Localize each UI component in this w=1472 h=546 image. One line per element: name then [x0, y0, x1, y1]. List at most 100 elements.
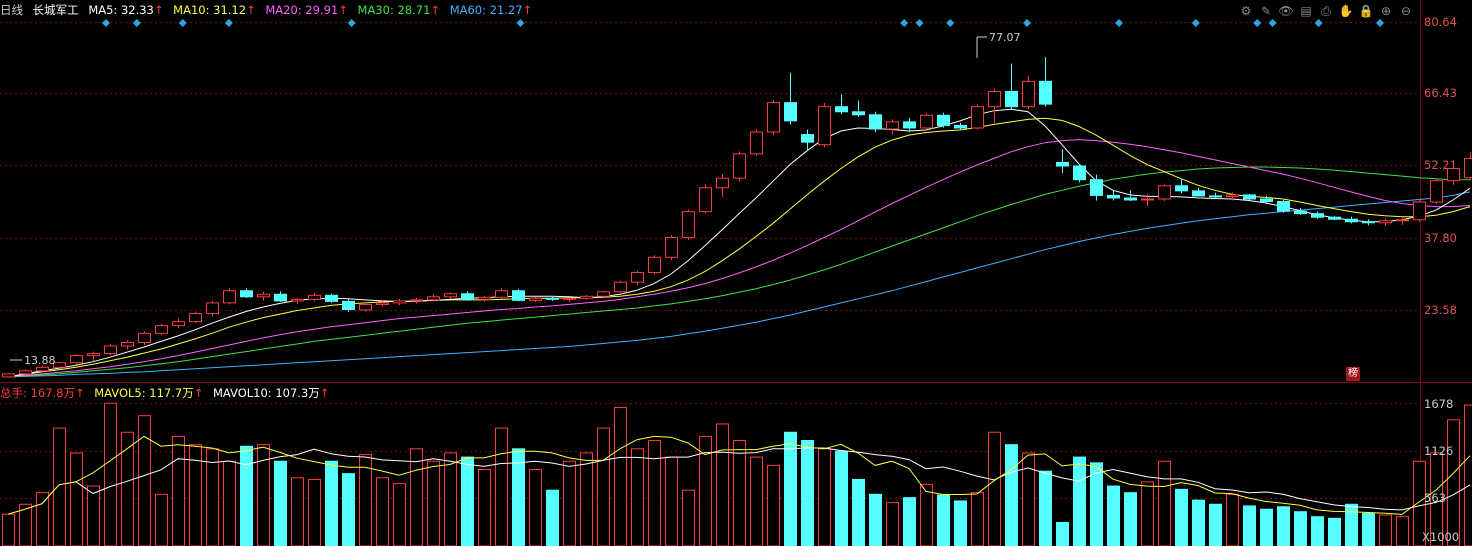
candle-body: [563, 297, 576, 300]
volume-bar: [1073, 456, 1086, 546]
candle-body: [1141, 198, 1154, 201]
ma30-line: [7, 166, 1470, 378]
mavol10-arrow: ↑: [319, 386, 330, 400]
volume-bar: [801, 440, 814, 546]
candle-body: [325, 294, 338, 302]
volume-bar: [206, 448, 219, 546]
volume-bar: [461, 456, 474, 546]
mavol5-arrow: ↑: [193, 386, 204, 400]
copy-icon[interactable]: ▤: [1300, 4, 1312, 18]
candle-body: [818, 106, 831, 146]
volume-bar: [1243, 505, 1256, 546]
candle-body: [291, 298, 304, 302]
volume-bar: [546, 489, 559, 546]
ranking-badge[interactable]: 榜: [1346, 367, 1360, 381]
volume-bar: [733, 440, 746, 546]
candle-body: [1328, 216, 1341, 220]
print-icon[interactable]: ⎙: [1321, 4, 1331, 18]
candle-body: [529, 297, 542, 301]
hand-icon[interactable]: ✋: [1338, 4, 1354, 18]
candle-body: [308, 294, 321, 300]
candle-body: [852, 111, 865, 116]
candle-body: [1277, 200, 1290, 212]
signal-diamond-icon: [1376, 19, 1384, 27]
candle-body: [189, 313, 202, 323]
volume-average-lines: [7, 435, 1471, 515]
candle-body: [1192, 190, 1205, 197]
volume-bar: [444, 452, 457, 546]
volume-bar: [818, 448, 831, 546]
volume-bar: [393, 483, 406, 546]
ma10-value: MA10: 31.12: [173, 3, 247, 17]
volume-bar: [410, 448, 423, 546]
volume-bar: [155, 493, 168, 546]
volume-bar: [750, 456, 763, 546]
volume-bar: [342, 473, 355, 546]
candle-body: [1260, 198, 1273, 202]
volume-axis-tick: 1678: [1424, 397, 1454, 411]
candle-body: [1379, 220, 1392, 224]
candle-body: [1413, 201, 1426, 221]
candle-body: [359, 303, 372, 311]
volume-indicator-header: 总手: 167.8万↑ MAVOL5: 117.7万↑ MAVOL10: 107…: [0, 385, 335, 401]
volume-bar: [1260, 508, 1273, 546]
ma30-value: MA30: 28.71: [357, 3, 431, 17]
volume-bar: [1141, 481, 1154, 546]
candle-body: [1005, 90, 1018, 108]
signal-diamond-icon: [1314, 19, 1323, 27]
period-label[interactable]: 日线: [0, 3, 23, 17]
candle-body: [1107, 194, 1120, 199]
signal-diamond-icon: [1115, 19, 1124, 27]
candle-body: [716, 177, 729, 189]
chart-toolbar: ⚙ ✎ 👁 ▤ ⎙ ✋ 🔒 ⊕ ⊖: [1238, 3, 1414, 19]
candle-body: [19, 370, 32, 375]
volume-bar: [954, 500, 967, 546]
candle-body: [733, 153, 746, 179]
ma60-value: MA60: 21.27: [449, 3, 523, 17]
candle-body: [257, 293, 270, 298]
total-volume-value: 总手: 167.8万: [0, 386, 75, 400]
ma20-value: MA20: 29.91: [265, 3, 339, 17]
zoom-in-icon[interactable]: ⊕: [1380, 4, 1392, 18]
ma20-arrow: ↑: [338, 3, 348, 17]
volume-bar: [1107, 485, 1120, 546]
candle-body: [648, 256, 661, 273]
candle-body: [172, 321, 185, 327]
candle-body: [1396, 219, 1409, 222]
candle-body: [53, 362, 66, 368]
volume-bar: [1464, 404, 1472, 546]
volume-bar: [869, 493, 882, 546]
candlestick-series[interactable]: [2, 57, 1472, 378]
volume-axis-tick: 1126: [1424, 444, 1454, 458]
candle-body: [801, 134, 814, 143]
volume-bar: [1226, 493, 1239, 546]
lock-icon[interactable]: 🔒: [1358, 4, 1374, 18]
volume-bar: [529, 469, 542, 546]
volume-bar: [767, 464, 780, 546]
ma20-line: [7, 139, 1471, 378]
candle-body: [954, 124, 967, 129]
volume-bar: [852, 478, 865, 546]
gear-icon[interactable]: ⚙: [1240, 4, 1252, 18]
eye-icon[interactable]: 👁: [1278, 4, 1294, 18]
candle-body: [1430, 180, 1443, 203]
signal-diamond-icon: [900, 19, 909, 27]
volume-bar: [1005, 444, 1018, 546]
mavol5-line: [7, 435, 1471, 515]
pencil-icon[interactable]: ✎: [1260, 4, 1272, 18]
candle-body: [631, 271, 644, 283]
volume-bar: [597, 427, 610, 546]
candle-body: [1464, 157, 1472, 179]
zoom-out-icon[interactable]: ⊖: [1400, 4, 1412, 18]
volume-bar: [1175, 488, 1188, 546]
candle-body: [869, 114, 882, 130]
volume-bar: [631, 448, 644, 546]
candle-body: [903, 121, 916, 129]
mavol10-value: MAVOL10: 107.3万: [213, 386, 320, 400]
candle-body: [665, 236, 678, 258]
volume-bar: [1447, 419, 1460, 546]
price-axis-tick: 52.21: [1424, 158, 1457, 172]
candle-body: [1090, 179, 1103, 196]
volume-bar: [53, 427, 66, 546]
